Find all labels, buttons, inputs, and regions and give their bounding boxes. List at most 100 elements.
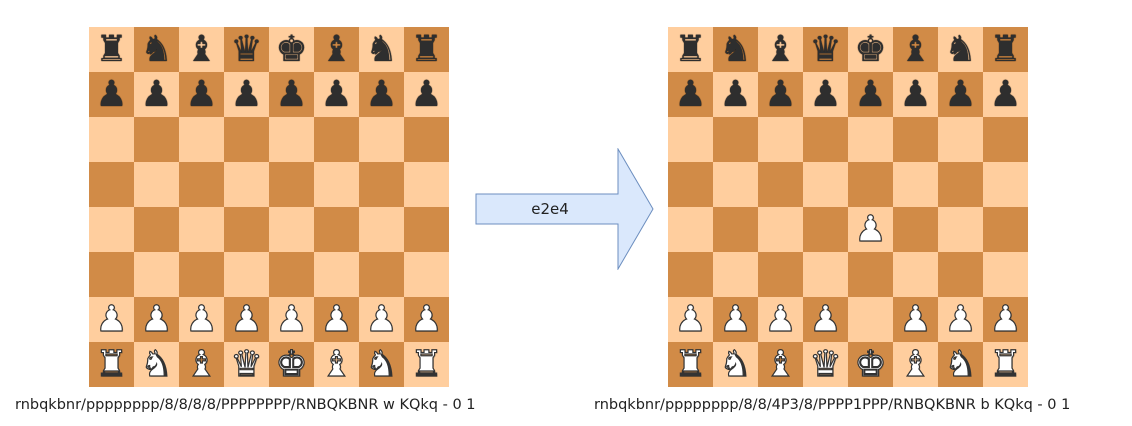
white-pawn-icon: ♟ xyxy=(854,212,886,248)
square-b2: ♟ xyxy=(713,297,758,342)
square-g3 xyxy=(938,252,983,297)
square-e4: ♟ xyxy=(848,207,893,252)
square-b4 xyxy=(713,207,758,252)
square-h8: ♜ xyxy=(983,27,1028,72)
white-rook-icon: ♜ xyxy=(674,347,706,383)
black-pawn-icon: ♟ xyxy=(320,77,352,113)
square-d2: ♟ xyxy=(803,297,848,342)
white-pawn-icon: ♟ xyxy=(719,302,751,338)
white-king-icon: ♚ xyxy=(275,347,307,383)
square-f7: ♟ xyxy=(314,72,359,117)
white-pawn-icon: ♟ xyxy=(764,302,796,338)
white-bishop-icon: ♝ xyxy=(320,347,352,383)
square-h3 xyxy=(404,252,449,297)
square-h4 xyxy=(404,207,449,252)
square-a4 xyxy=(89,207,134,252)
square-b3 xyxy=(134,252,179,297)
white-pawn-icon: ♟ xyxy=(95,302,127,338)
square-h6 xyxy=(404,117,449,162)
square-f8: ♝ xyxy=(314,27,359,72)
square-a2: ♟ xyxy=(668,297,713,342)
white-pawn-icon: ♟ xyxy=(899,302,931,338)
square-e6 xyxy=(269,117,314,162)
fen-initial: rnbqkbnr/pppppppp/8/8/8/8/PPPPPPPP/RNBQK… xyxy=(15,397,476,413)
square-g3 xyxy=(359,252,404,297)
square-g5 xyxy=(359,162,404,207)
square-b5 xyxy=(134,162,179,207)
square-f1: ♝ xyxy=(893,342,938,387)
black-pawn-icon: ♟ xyxy=(230,77,262,113)
square-b7: ♟ xyxy=(713,72,758,117)
square-g4 xyxy=(938,207,983,252)
white-queen-icon: ♛ xyxy=(230,347,262,383)
black-pawn-icon: ♟ xyxy=(764,77,796,113)
white-pawn-icon: ♟ xyxy=(230,302,262,338)
square-h2: ♟ xyxy=(404,297,449,342)
fen-after-move: rnbqkbnr/pppppppp/8/8/4P3/8/PPPP1PPP/RNB… xyxy=(594,397,1070,413)
white-bishop-icon: ♝ xyxy=(899,347,931,383)
black-rook-icon: ♜ xyxy=(95,32,127,68)
square-d1: ♛ xyxy=(224,342,269,387)
square-h1: ♜ xyxy=(983,342,1028,387)
white-pawn-icon: ♟ xyxy=(275,302,307,338)
square-f3 xyxy=(314,252,359,297)
square-d4 xyxy=(224,207,269,252)
board-initial: ♜ ♞ ♝ ♛ ♚ ♝ ♞ ♜ ♟ ♟ ♟ ♟ ♟ ♟ ♟ ♟ ♟ ♟ ♟ ♟ ♟ ♟ ♟ ♟ ♜ ♞ ♝ ♛ ♚ ♝ ♞ ♜ xyxy=(89,27,449,387)
square-f6 xyxy=(314,117,359,162)
black-pawn-icon: ♟ xyxy=(719,77,751,113)
square-b2: ♟ xyxy=(134,297,179,342)
white-queen-icon: ♛ xyxy=(809,347,841,383)
square-a2: ♟ xyxy=(89,297,134,342)
square-g7: ♟ xyxy=(938,72,983,117)
square-a6 xyxy=(668,117,713,162)
square-a3 xyxy=(668,252,713,297)
board-after-move: ♜ ♞ ♝ ♛ ♚ ♝ ♞ ♜ ♟ ♟ ♟ ♟ ♟ ♟ ♟ ♟ ♟ ♟ ♟ ♟ ♟ ♟ ♟ ♟ ♜ ♞ ♝ ♛ ♚ ♝ ♞ ♜ xyxy=(668,27,1028,387)
white-king-icon: ♚ xyxy=(854,347,886,383)
square-d2: ♟ xyxy=(224,297,269,342)
square-c2: ♟ xyxy=(179,297,224,342)
black-pawn-icon: ♟ xyxy=(674,77,706,113)
black-king-icon: ♚ xyxy=(275,32,307,68)
black-bishop-icon: ♝ xyxy=(899,32,931,68)
white-pawn-icon: ♟ xyxy=(140,302,172,338)
black-knight-icon: ♞ xyxy=(719,32,751,68)
black-pawn-icon: ♟ xyxy=(809,77,841,113)
square-g8: ♞ xyxy=(938,27,983,72)
black-queen-icon: ♛ xyxy=(809,32,841,68)
square-h5 xyxy=(404,162,449,207)
square-b7: ♟ xyxy=(134,72,179,117)
square-c7: ♟ xyxy=(179,72,224,117)
white-knight-icon: ♞ xyxy=(944,347,976,383)
square-a5 xyxy=(89,162,134,207)
square-c4 xyxy=(179,207,224,252)
square-g6 xyxy=(938,117,983,162)
black-pawn-icon: ♟ xyxy=(410,77,442,113)
square-d8: ♛ xyxy=(224,27,269,72)
square-e2 xyxy=(848,297,893,342)
square-d6 xyxy=(224,117,269,162)
black-king-icon: ♚ xyxy=(854,32,886,68)
white-pawn-icon: ♟ xyxy=(944,302,976,338)
square-h2: ♟ xyxy=(983,297,1028,342)
square-b1: ♞ xyxy=(713,342,758,387)
square-a8: ♜ xyxy=(668,27,713,72)
square-h7: ♟ xyxy=(983,72,1028,117)
square-c7: ♟ xyxy=(758,72,803,117)
white-pawn-icon: ♟ xyxy=(185,302,217,338)
square-c5 xyxy=(179,162,224,207)
square-b5 xyxy=(713,162,758,207)
black-knight-icon: ♞ xyxy=(944,32,976,68)
square-d7: ♟ xyxy=(224,72,269,117)
square-c1: ♝ xyxy=(758,342,803,387)
white-pawn-icon: ♟ xyxy=(365,302,397,338)
white-pawn-icon: ♟ xyxy=(989,302,1021,338)
white-pawn-icon: ♟ xyxy=(410,302,442,338)
square-c2: ♟ xyxy=(758,297,803,342)
square-g6 xyxy=(359,117,404,162)
black-pawn-icon: ♟ xyxy=(899,77,931,113)
square-a7: ♟ xyxy=(89,72,134,117)
square-f5 xyxy=(314,162,359,207)
square-c1: ♝ xyxy=(179,342,224,387)
square-d3 xyxy=(803,252,848,297)
square-g1: ♞ xyxy=(938,342,983,387)
